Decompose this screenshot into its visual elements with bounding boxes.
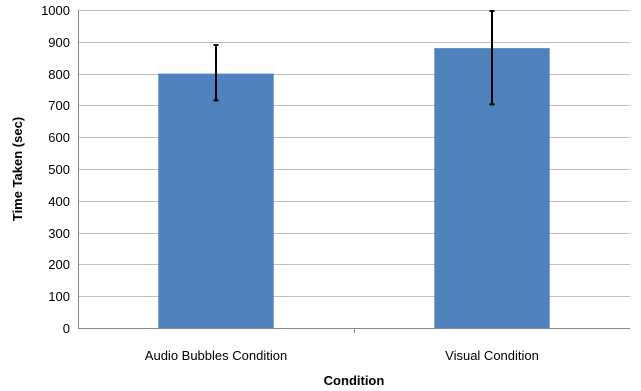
y-tick-labels: 0 100 200 300 400 500 600 700 800 900 1000 xyxy=(41,3,70,336)
y-tick-label: 900 xyxy=(48,35,70,50)
y-tick-label: 700 xyxy=(48,98,70,113)
y-tick-label: 300 xyxy=(48,226,70,241)
x-tick-labels: Audio Bubbles Condition Visual Condition xyxy=(145,348,539,363)
x-axis-title: Condition xyxy=(324,373,385,388)
error-bars xyxy=(213,10,495,106)
x-tick-label: Visual Condition xyxy=(445,348,539,363)
x-tick-label: Audio Bubbles Condition xyxy=(145,348,287,363)
axes xyxy=(78,10,630,333)
y-axis-title: Time Taken (sec) xyxy=(10,117,25,221)
y-tick-label: 600 xyxy=(48,130,70,145)
bar xyxy=(158,73,274,328)
y-tick-label: 800 xyxy=(48,67,70,82)
y-tick-label: 400 xyxy=(48,194,70,209)
y-tick-label: 100 xyxy=(48,289,70,304)
y-tick-label: 0 xyxy=(63,321,70,336)
y-tick-label: 500 xyxy=(48,162,70,177)
y-tick-label: 1000 xyxy=(41,3,70,18)
bars xyxy=(158,48,550,328)
y-tick-label: 200 xyxy=(48,257,70,272)
